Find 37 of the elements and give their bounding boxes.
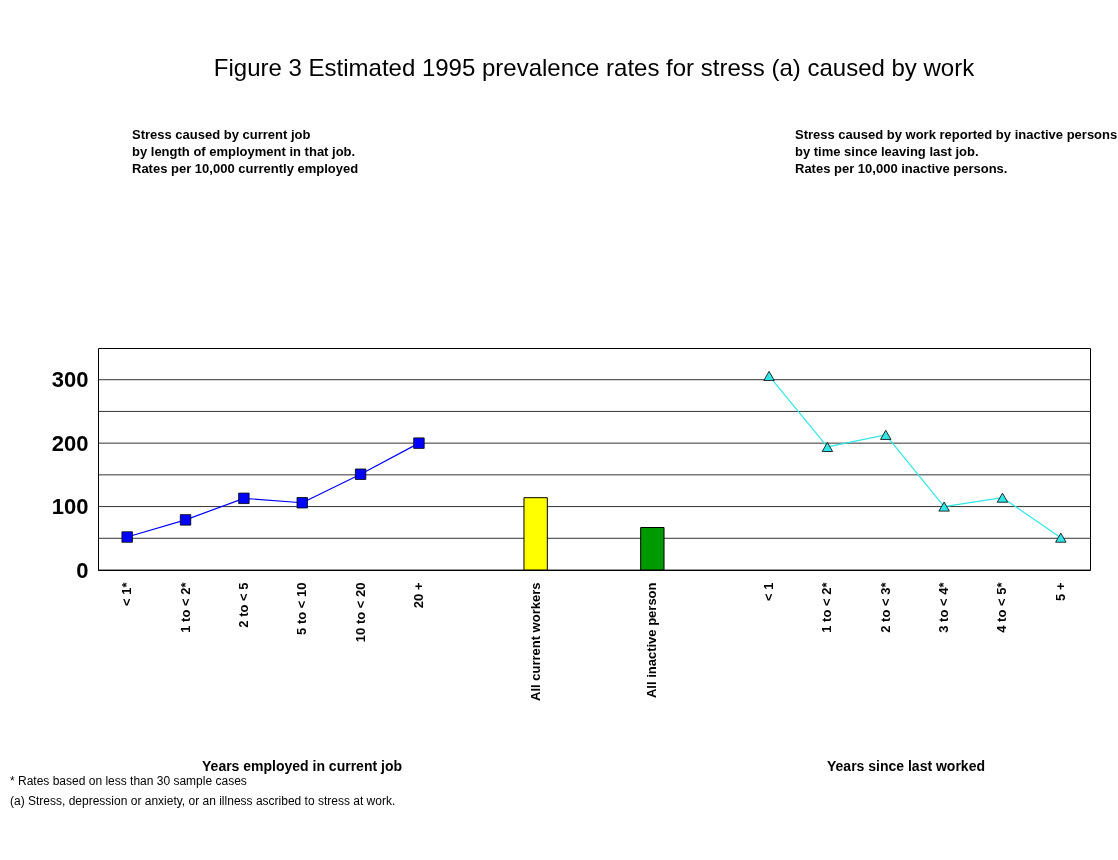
text: Stress caused by work reported by inactive persons by time since leaving last job. Rates per 10,000 inactive persons. bbox=[795, 127, 1118, 176]
point bbox=[121, 531, 133, 543]
point bbox=[1055, 532, 1067, 543]
x-tick-label: 1 to < 2* bbox=[819, 581, 835, 633]
y-tick-label: 200 bbox=[51, 430, 89, 456]
point bbox=[821, 442, 834, 452]
point bbox=[763, 370, 775, 381]
x-tick-label: < 1* bbox=[119, 581, 135, 606]
x-tick-label: < 1 bbox=[761, 582, 777, 601]
x-tick-label: 1 to < 2* bbox=[177, 581, 193, 633]
y-tick-label: 100 bbox=[51, 494, 89, 520]
text: (a) Stress, depression or anxiety, or an illness ascribed to stress at work. bbox=[10, 794, 396, 808]
point bbox=[179, 514, 192, 526]
x-tick-label: All inactive person bbox=[644, 582, 660, 699]
y-tick-label: 0 bbox=[76, 557, 89, 583]
point bbox=[880, 429, 892, 440]
point bbox=[413, 437, 425, 449]
x-tick-label: 2 to < 3* bbox=[877, 581, 893, 633]
x-tick-label: 10 to < 20 bbox=[352, 582, 368, 643]
x-tick-label: 2 to < 5 bbox=[235, 582, 251, 628]
x-tick-label: 5 + bbox=[1052, 582, 1068, 601]
point bbox=[296, 497, 308, 509]
point bbox=[354, 468, 367, 480]
text: * Rates based on less than 30 sample cases bbox=[10, 774, 247, 788]
chart-title: Figure 3 Estimated 1995 prevalence rates for stress (a) caused by work bbox=[213, 54, 976, 81]
x-tick-label: 20 + bbox=[410, 582, 426, 609]
y-tick-label: 300 bbox=[51, 367, 89, 393]
text: Years employed in current job bbox=[202, 758, 402, 774]
point bbox=[938, 501, 950, 512]
x-tick-label: 5 to < 10 bbox=[294, 582, 310, 635]
point bbox=[238, 492, 250, 504]
text: Years since last worked bbox=[827, 758, 985, 774]
point bbox=[996, 492, 1009, 503]
x-tick-label: All current workers bbox=[527, 582, 543, 701]
text: Stress caused by current job by length of employment in that job. Rates per 10,000 currently employed bbox=[132, 127, 359, 176]
x-tick-label: 4 to < 5* bbox=[994, 581, 1010, 633]
x-tick-label: 3 to < 4* bbox=[936, 581, 952, 633]
